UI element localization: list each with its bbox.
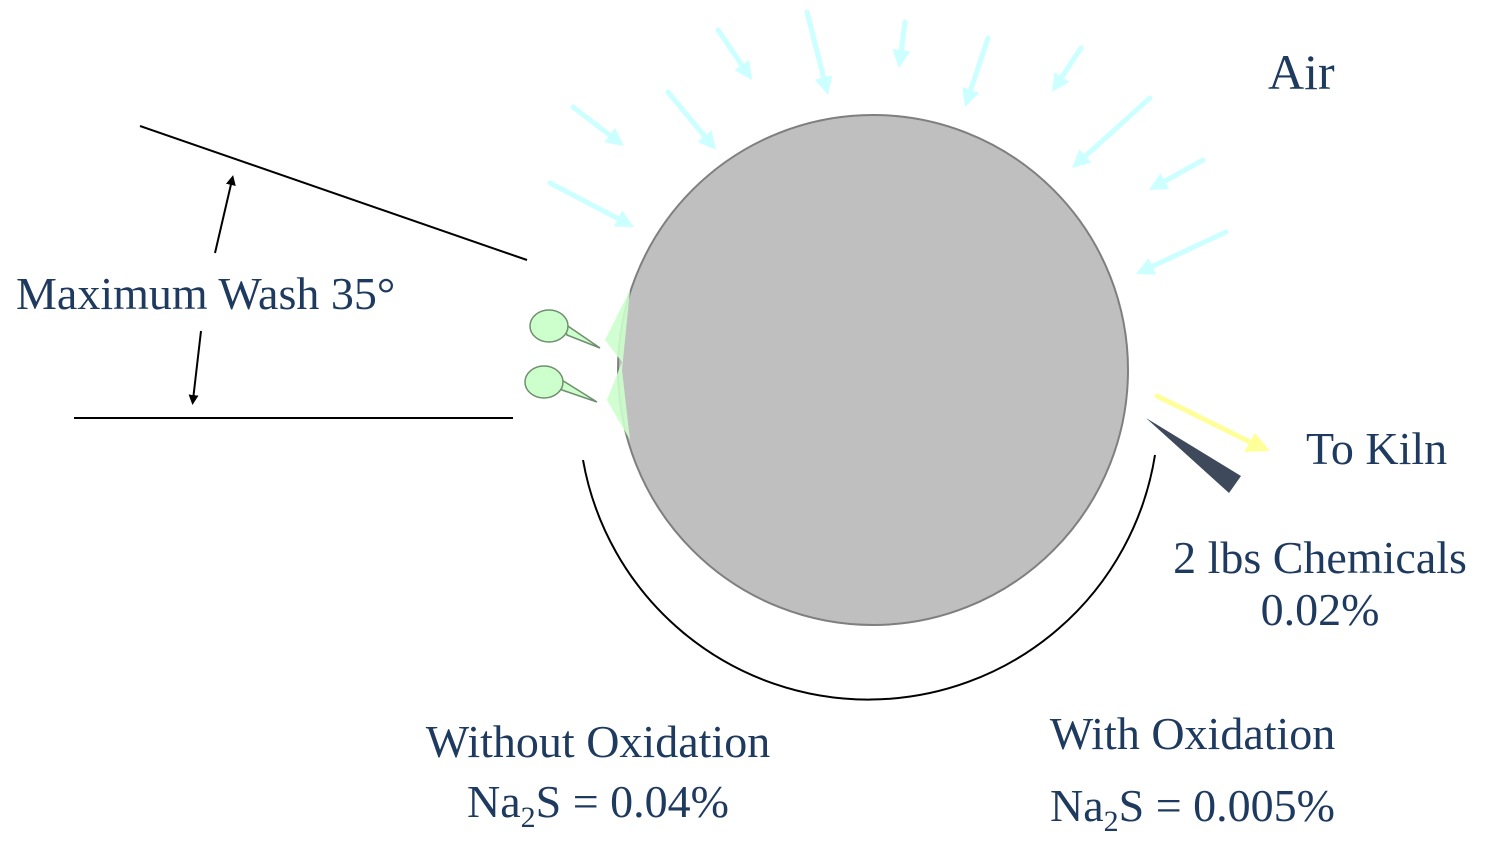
air-arrow bbox=[804, 9, 833, 95]
air-arrow bbox=[962, 35, 991, 107]
max-wash-label: Maximum Wash 35° bbox=[16, 268, 396, 319]
wash-zone bbox=[605, 290, 630, 440]
chemicals-amount: 2 lbs Chemicals bbox=[1173, 532, 1467, 583]
with-oxidation-title: With Oxidation bbox=[1049, 708, 1336, 759]
to-kiln-label: To Kiln bbox=[1306, 423, 1448, 474]
air-arrows bbox=[547, 9, 1229, 275]
chemicals-percent: 0.02% bbox=[1260, 584, 1380, 635]
vat-arc bbox=[582, 454, 1156, 701]
shower-nozzle-lower bbox=[524, 365, 598, 403]
without-oxidation-formula: Na2S = 0.04% bbox=[467, 776, 729, 834]
air-arrow bbox=[570, 104, 624, 146]
air-arrow bbox=[1072, 95, 1153, 168]
air-arrow bbox=[547, 180, 634, 227]
air-label: Air bbox=[1268, 44, 1335, 100]
without-oxidation-title: Without Oxidation bbox=[425, 716, 771, 767]
shower-nozzle-upper bbox=[529, 309, 601, 349]
doctor-blade bbox=[1146, 418, 1241, 493]
with-oxidation-block: With Oxidation Na2S = 0.005% bbox=[1000, 698, 1385, 842]
air-arrow bbox=[1136, 229, 1229, 275]
to-kiln-arrow bbox=[1154, 393, 1270, 452]
angle-arrow-up bbox=[214, 175, 236, 254]
air-arrow bbox=[1052, 45, 1084, 92]
angle-arrow-down bbox=[188, 330, 202, 405]
without-oxidation-block: Without Oxidation Na2S = 0.04% bbox=[388, 712, 808, 834]
air-arrow bbox=[665, 89, 716, 150]
upper-wash-line bbox=[139, 125, 528, 261]
chemicals-label: 2 lbs Chemicals 0.02% bbox=[1150, 532, 1490, 636]
washer-drum bbox=[617, 114, 1129, 626]
air-arrow bbox=[892, 19, 911, 68]
air-arrow bbox=[715, 27, 752, 80]
air-arrow bbox=[1149, 157, 1206, 190]
with-oxidation-formula: Na2S = 0.005% bbox=[1050, 780, 1335, 838]
